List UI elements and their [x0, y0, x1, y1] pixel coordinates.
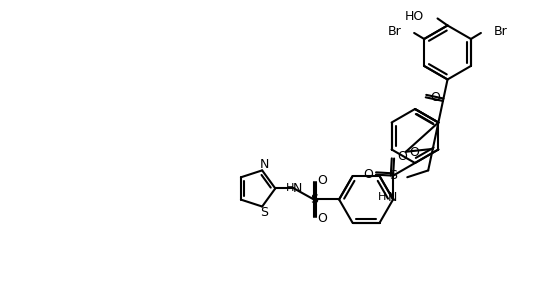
- Text: O: O: [397, 150, 407, 163]
- Text: O: O: [363, 168, 373, 181]
- Text: H: H: [286, 184, 294, 193]
- Text: Br: Br: [494, 25, 508, 38]
- Text: O: O: [317, 174, 327, 187]
- Text: O: O: [317, 212, 327, 225]
- Text: N: N: [292, 182, 302, 195]
- Text: S: S: [389, 169, 397, 182]
- Text: Br: Br: [387, 25, 401, 38]
- Text: O: O: [430, 91, 440, 104]
- Text: H: H: [377, 193, 386, 202]
- Text: O: O: [409, 146, 419, 159]
- Text: S: S: [260, 206, 268, 219]
- Text: N: N: [260, 158, 269, 171]
- Text: N: N: [387, 191, 397, 204]
- Text: HO: HO: [404, 10, 423, 23]
- Text: S: S: [310, 193, 318, 206]
